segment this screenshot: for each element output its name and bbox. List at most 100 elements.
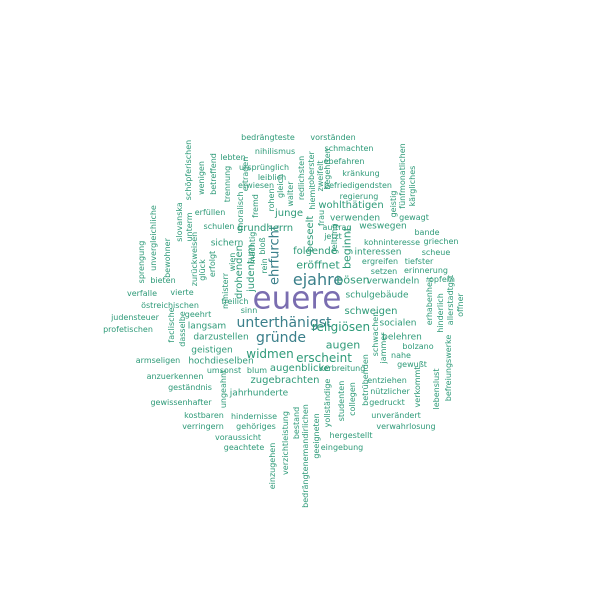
word-oberster: oberster [307, 151, 316, 185]
word-slovanska: slovanska [175, 202, 184, 242]
word-vorstaenden: vorständen [310, 133, 356, 142]
word-sprengung: sprengung [137, 240, 146, 284]
word-zurueckweisen: zurückweisen [190, 231, 199, 287]
word-setzen: setzen [370, 267, 398, 276]
word-bestand: bestand [292, 406, 301, 440]
word-blum: blum [246, 366, 268, 375]
word-verwenden: verwenden [329, 213, 381, 224]
word-moralisch: moralisch [236, 191, 245, 231]
word-einzugehen: einzugehen [268, 442, 277, 490]
word-verringern: verringern [182, 422, 224, 431]
word-faclische: faclische [167, 307, 176, 343]
word-freilich: freilich [221, 297, 249, 306]
word-dasselbe: dasselbe [178, 311, 187, 347]
word-unveraendert: unverändert [371, 411, 421, 420]
word-gruende: gründe [256, 330, 306, 346]
word-kostbaren: kostbaren [184, 411, 224, 420]
word-leiblich: leiblich [257, 173, 287, 182]
word-erfolgt: erfolgt [208, 250, 217, 278]
word-collegen: collegen [348, 382, 357, 416]
word-erhabenheit: erhabenheit [425, 276, 434, 326]
word-regierung: regierung [339, 192, 379, 201]
word-langsam: langsam [187, 321, 227, 332]
word-hindernisse: hindernisse [230, 412, 278, 421]
word-profetischen: profetischen [103, 325, 153, 334]
word-zweifelt: zweifelt [316, 160, 325, 192]
word-entziehen: entziehen [367, 376, 407, 385]
word-redlichsten: redlichsten [297, 155, 306, 201]
word-kaergliches: kärgliches [408, 165, 417, 207]
word-wenigen: wenigen [197, 161, 206, 195]
word-gewissenhafter: gewissenhafter [150, 398, 212, 407]
word-oestreichischen: östreichischen [141, 301, 199, 310]
word-schmachten: schmachten [324, 144, 374, 153]
word-ergreifen: ergreifen [361, 257, 399, 266]
word-glueck: glück [198, 259, 207, 281]
word-schweigen: schweigen [344, 306, 398, 317]
word-verzichtleistung: verzichtleistung [281, 411, 290, 475]
word-darzustellen: darzustellen [193, 332, 249, 343]
word-erinnerung: erinnerung [403, 266, 449, 275]
word-grundherrn: grundherrn [236, 223, 294, 234]
word-vierte: vierte [170, 288, 194, 297]
word-voraussicht: voraussicht [214, 433, 262, 442]
word-ebefahren: ebefahren [323, 157, 365, 166]
word-urspruenglich: ursprünglich [238, 163, 290, 172]
word-fremd: fremd [251, 194, 260, 218]
word-studenten: studenten [337, 380, 346, 422]
word-gleich: gleich [276, 174, 285, 198]
word-geachtete: geachtete [223, 443, 265, 452]
word-yollstaendige: yollständige [323, 378, 332, 428]
word-verwahrlosung: verwahrlosung [376, 422, 436, 431]
word-scheue: scheue [421, 248, 451, 257]
word-verfalle: verfalle [126, 289, 158, 298]
word-sichern: sichern [210, 238, 244, 249]
word-verwandeln: verwandeln [366, 276, 420, 287]
word-jahrhunderte: jahrhunderte [229, 388, 289, 399]
word-ungeahnt: ungeahnt [219, 369, 228, 409]
word-eroeffnet: eröffnet [296, 258, 340, 272]
word-jetzt: jetzt [324, 232, 342, 241]
word-wien: wien [228, 252, 237, 272]
word-augen: augen [325, 338, 361, 352]
word-sinn: sinn [240, 306, 258, 315]
word-opfern: opfern [429, 275, 455, 284]
word-eingebung: eingebung [320, 443, 364, 452]
word-umsonst: umsonst [206, 366, 242, 375]
word-geehrt: geehrt [184, 310, 212, 319]
word-bieten: bieten [150, 276, 176, 285]
word-befreiungswerke: befreiungswerke [444, 334, 453, 402]
word-boesen: bösen [336, 273, 370, 287]
word-kohninteresse: kohninteresse [363, 238, 421, 247]
word-lebenslust: lebenslust [432, 368, 441, 410]
word-offner: offner [456, 293, 465, 317]
word-nahe: nahe [391, 351, 411, 360]
word-tiefster: tiefster [404, 257, 434, 266]
word-bedraengteste: bedrängteste [241, 133, 295, 142]
word-zugebrachten: zugebrachten [250, 375, 320, 386]
word-jammer: jammer [379, 332, 388, 364]
word-erwiesen: erwiesen [237, 181, 275, 190]
word-geeigneten: geeigneten [312, 413, 321, 459]
word-unvergleichliche: unvergleichliche [149, 205, 158, 271]
word-hergestellt: hergestellt [329, 431, 373, 440]
word-betreffend: betreffend [209, 153, 218, 195]
word-beseelt: beseelt [305, 215, 316, 253]
word-bolzano: bolzano [402, 342, 434, 351]
word-schulen: schulen [203, 222, 235, 231]
word-gestaendnis: geständnis [168, 383, 212, 392]
word-augenblicke: augenblicke [269, 363, 331, 374]
word-maechtig: mächtig [248, 231, 257, 265]
word-judensteuer: judensteuer [111, 313, 159, 322]
word-erscheint: erscheint [296, 351, 352, 365]
word-hochdieselben: hochdieselben [188, 356, 254, 367]
word-befriedigendsten: befriedigendsten [324, 181, 392, 190]
word-verbreitung: verbreitung [318, 364, 366, 373]
word-erfuellen: erfüllen [194, 208, 226, 217]
word-unterthaenigst: unterthänigst [236, 315, 332, 331]
word-ertragen: ertragen [241, 156, 250, 192]
word-kraenkung: kränkung [342, 169, 380, 178]
word-euere: euere [252, 280, 342, 317]
word-bewohner: bewohner [163, 238, 172, 278]
word-geistig: geistig [389, 190, 398, 218]
